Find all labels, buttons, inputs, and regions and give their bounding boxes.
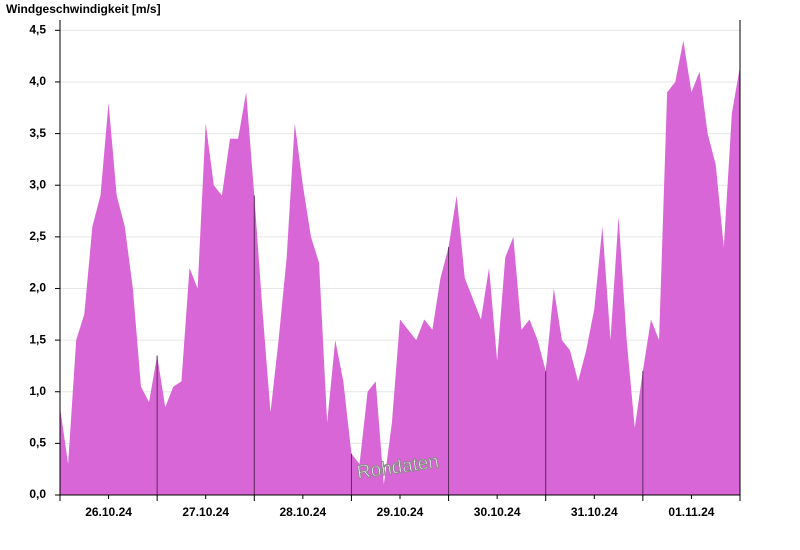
x-tick-label: 26.10.24 <box>85 505 132 519</box>
y-tick-label: 1,0 <box>29 384 46 398</box>
y-tick-label: 4,5 <box>29 22 46 36</box>
y-tick-label: 2,5 <box>29 229 46 243</box>
y-tick-label: 3,5 <box>29 126 46 140</box>
y-tick-label: 4,0 <box>29 74 46 88</box>
y-tick-label: 2,0 <box>29 281 46 295</box>
x-tick-label: 29.10.24 <box>377 505 424 519</box>
x-tick-label: 30.10.24 <box>474 505 521 519</box>
y-tick-label: 3,0 <box>29 177 46 191</box>
y-tick-label: 1,5 <box>29 332 46 346</box>
x-tick-label: 01.11.24 <box>668 505 714 519</box>
y-tick-label: 0,0 <box>29 487 46 501</box>
x-tick-label: 27.10.24 <box>182 505 229 519</box>
axis-title: Windgeschwindigkeit [m/s] <box>6 2 161 16</box>
area <box>60 40 740 496</box>
x-tick-label: 31.10.24 <box>571 505 618 519</box>
y-tick-label: 0,5 <box>29 436 46 450</box>
x-tick-label: 28.10.24 <box>279 505 326 519</box>
